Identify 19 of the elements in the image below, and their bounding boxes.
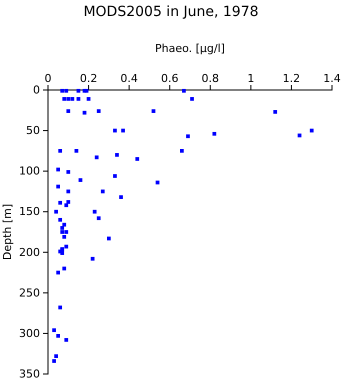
- x-tick-label: 0: [44, 72, 52, 85]
- x-tick-label: 0.6: [160, 72, 178, 85]
- y-axis-title: Depth [m]: [1, 204, 14, 260]
- x-tick-label: 0.8: [202, 72, 220, 85]
- x-tick-label: 0.4: [120, 72, 138, 85]
- x-tick-label: 1.2: [282, 72, 300, 85]
- y-tick-label: 250: [19, 286, 40, 300]
- chart-title: MODS2005 in June, 1978: [83, 4, 259, 20]
- y-tick-label: 150: [19, 205, 40, 218]
- x-axis-title: Phaeo. [µg/l]: [155, 42, 225, 55]
- y-tick-label: 300: [19, 326, 40, 340]
- x-tick-label: 1: [247, 72, 254, 85]
- y-tick-label: 200: [19, 246, 40, 259]
- x-tick-label: 0.2: [80, 72, 98, 85]
- y-tick-label: 350: [19, 368, 40, 381]
- y-tick-label: 100: [19, 164, 40, 178]
- y-tick-label: 0: [33, 84, 40, 97]
- y-tick-label: 50: [26, 124, 40, 138]
- x-tick-label: 1.4: [323, 72, 341, 85]
